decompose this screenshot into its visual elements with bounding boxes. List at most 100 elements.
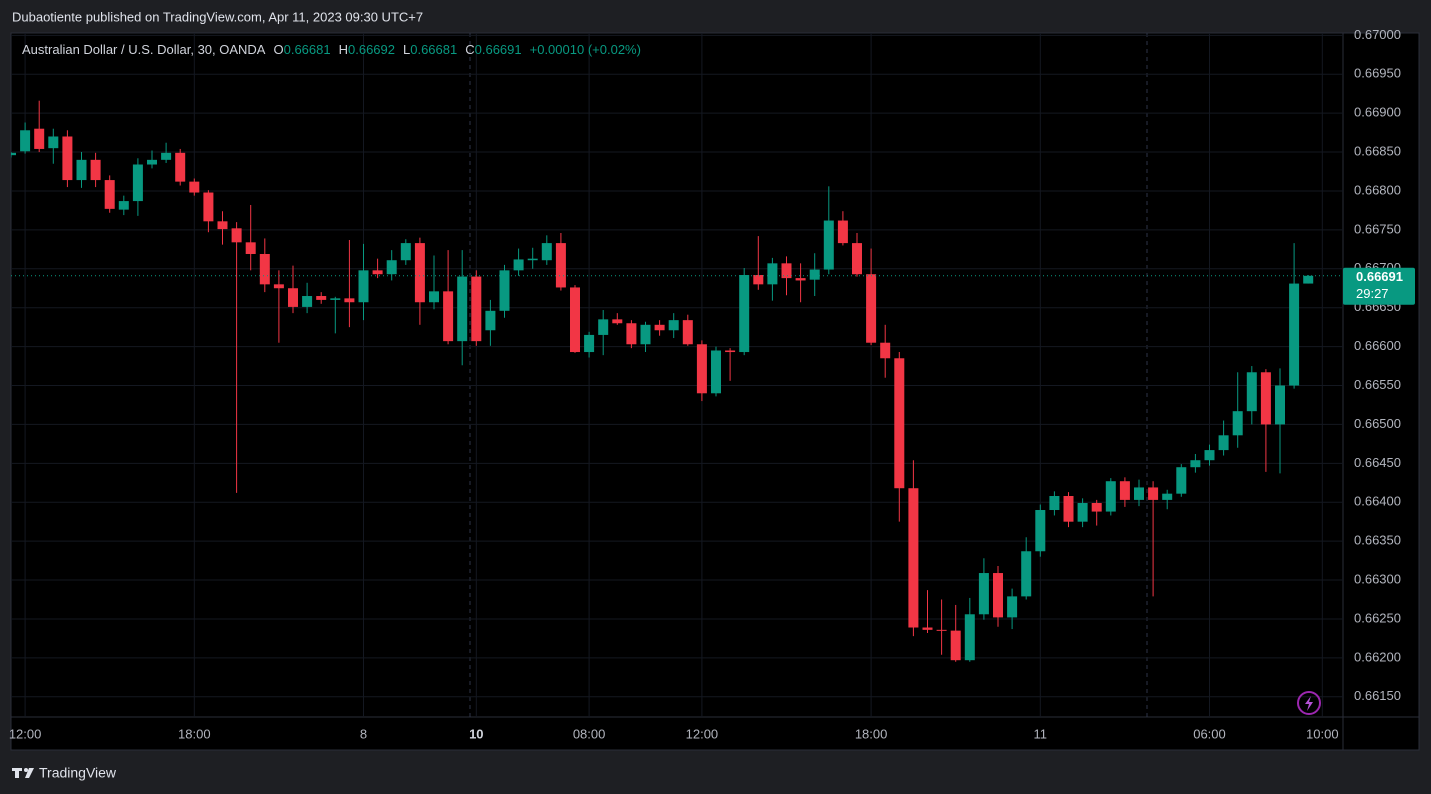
candle-body bbox=[1148, 487, 1159, 500]
candle-body bbox=[11, 152, 16, 156]
candle-body bbox=[880, 342, 891, 359]
candle-body bbox=[358, 270, 369, 303]
candle-body bbox=[711, 350, 721, 394]
y-tick-label: 0.66400 bbox=[1354, 494, 1401, 509]
candle-body bbox=[1289, 283, 1300, 386]
candle-body bbox=[1246, 372, 1257, 412]
y-tick-label: 0.66600 bbox=[1354, 338, 1401, 353]
candle-body bbox=[725, 350, 736, 353]
last-price-tag bbox=[1343, 267, 1415, 305]
candle-body bbox=[189, 181, 200, 193]
candle-body bbox=[527, 258, 538, 261]
candle-body bbox=[1275, 385, 1285, 425]
candle-body bbox=[823, 220, 834, 270]
y-tick-label: 0.66550 bbox=[1354, 377, 1401, 392]
candle-body bbox=[217, 221, 228, 230]
candle-body bbox=[457, 276, 468, 342]
candle-body bbox=[1162, 493, 1173, 500]
y-tick-label: 0.66300 bbox=[1354, 571, 1401, 586]
candle-body bbox=[203, 192, 214, 222]
candle-body bbox=[147, 159, 157, 165]
x-tick-label: 11 bbox=[1034, 726, 1048, 741]
candle-body bbox=[598, 319, 609, 335]
candle-body bbox=[161, 152, 172, 160]
axes: 0.67000 0.66950 0.66900 0.66850 0.66800 0.667… bbox=[9, 27, 1415, 741]
ohlc-key: O bbox=[273, 42, 284, 57]
candle-body bbox=[1119, 481, 1130, 500]
candle-body bbox=[852, 243, 862, 275]
y-tick-label: 0.66900 bbox=[1354, 105, 1401, 120]
candle-body bbox=[48, 136, 59, 149]
ohlc-value: 0.66681 bbox=[283, 42, 331, 57]
candle-body bbox=[118, 201, 129, 210]
candle-body bbox=[1204, 450, 1215, 461]
candle-body bbox=[1091, 503, 1102, 512]
candle-body bbox=[20, 130, 31, 152]
brand-logo bbox=[12, 768, 34, 778]
y-tick-label: 0.66800 bbox=[1354, 182, 1401, 197]
candle-body bbox=[668, 320, 679, 331]
candle-body bbox=[584, 334, 595, 353]
candle-body bbox=[964, 614, 975, 661]
candle-body bbox=[90, 159, 101, 181]
candle-body bbox=[1190, 460, 1201, 468]
candle-body bbox=[626, 323, 637, 345]
y-tick-label: 0.66250 bbox=[1354, 610, 1401, 625]
candle-body bbox=[330, 298, 341, 300]
last-price-label: 0.66691 bbox=[1356, 269, 1403, 284]
y-tick-label: 0.66450 bbox=[1354, 455, 1401, 470]
candle-body bbox=[175, 152, 186, 182]
ohlc-value: 0.66691 bbox=[474, 42, 522, 57]
candle-body bbox=[993, 573, 1003, 618]
candle-body bbox=[1134, 487, 1144, 500]
candle-body bbox=[513, 259, 524, 271]
candle-body bbox=[978, 573, 989, 615]
candle-body bbox=[231, 228, 242, 243]
publisher-header: Dubaotiente published on TradingView.com… bbox=[12, 9, 423, 24]
x-tick-label: 12:00 bbox=[9, 726, 42, 741]
candle-body bbox=[640, 324, 651, 345]
y-tick-label: 0.66500 bbox=[1354, 416, 1401, 431]
candle-body bbox=[541, 243, 552, 261]
y-tick-label: 0.66850 bbox=[1354, 143, 1401, 158]
alert-icon[interactable] bbox=[1297, 691, 1321, 715]
legend: Australian Dollar / U.S. Dollar, 30, OAN… bbox=[22, 42, 649, 57]
y-tick-label: 0.66350 bbox=[1354, 533, 1401, 548]
candle-body bbox=[1260, 372, 1271, 425]
candle-body bbox=[1303, 275, 1314, 284]
candle-body bbox=[273, 284, 284, 289]
alert-bolt bbox=[1305, 696, 1313, 711]
candle-body bbox=[1021, 551, 1032, 597]
y-tick-label: 0.67000 bbox=[1354, 27, 1401, 42]
ohlc-key: L bbox=[403, 42, 411, 57]
candle-body bbox=[499, 270, 510, 311]
x-tick-label: 10 bbox=[469, 726, 483, 741]
candle-body bbox=[696, 344, 707, 394]
ohlc-key: H bbox=[338, 42, 348, 57]
x-tick-label: 06:00 bbox=[1193, 726, 1226, 741]
x-tick-label: 18:00 bbox=[855, 726, 888, 741]
candle-body bbox=[471, 276, 482, 342]
candle-body bbox=[302, 296, 313, 307]
candle-body bbox=[259, 253, 270, 285]
candle-body bbox=[555, 243, 566, 288]
y-tick-label: 0.66950 bbox=[1354, 66, 1401, 81]
candle-body bbox=[866, 274, 877, 343]
candle-body bbox=[1007, 596, 1018, 618]
symbol-title: Australian Dollar / U.S. Dollar, 30, OAN… bbox=[22, 42, 266, 57]
y-tick-label: 0.66150 bbox=[1354, 688, 1401, 703]
change: +0.00010 (+0.02%) bbox=[529, 42, 641, 57]
candle-body bbox=[1063, 496, 1074, 522]
candle-body bbox=[1232, 411, 1243, 436]
candle-body bbox=[76, 159, 87, 181]
y-tick-label: 0.66750 bbox=[1354, 221, 1401, 236]
candle-body bbox=[485, 310, 496, 331]
candle-body bbox=[570, 287, 580, 353]
candle-body bbox=[795, 278, 806, 281]
x-tick-label: 12:00 bbox=[686, 726, 719, 741]
x-tick-label: 18:00 bbox=[178, 726, 211, 741]
x-tick-label: 8 bbox=[360, 726, 367, 741]
candle-body bbox=[1105, 481, 1116, 512]
